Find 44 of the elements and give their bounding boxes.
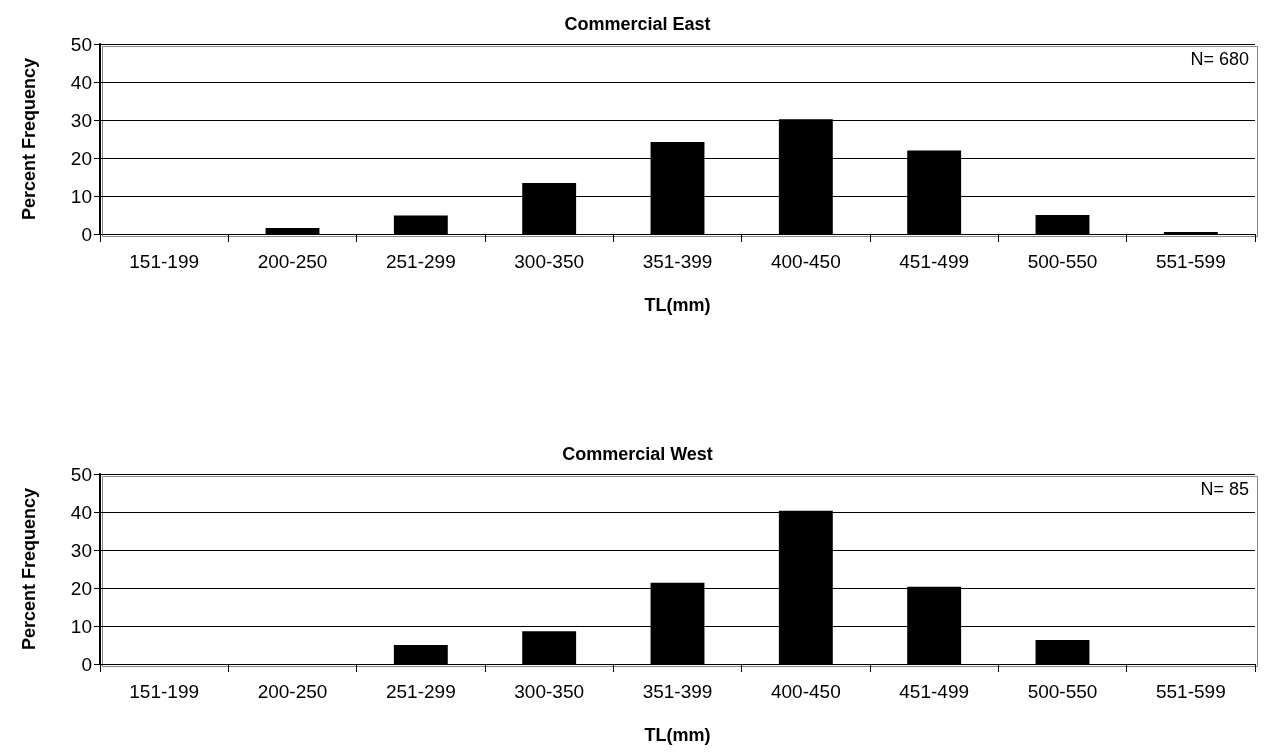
- x-tick-label: 300-350: [514, 681, 585, 702]
- y-tick-label: 50: [70, 463, 92, 485]
- annotation: N= 85: [1200, 479, 1250, 499]
- chart-title: Commercial East: [564, 14, 711, 34]
- x-tick-label: 400-450: [770, 681, 841, 702]
- x-tick-label: 251-299: [385, 251, 456, 272]
- y-tick-label: 10: [70, 615, 92, 637]
- bar: [393, 215, 448, 234]
- bar: [1035, 640, 1090, 664]
- y-tick-label: 40: [70, 501, 92, 523]
- y-tick-label: 50: [70, 33, 92, 55]
- x-tick-label: 151-199: [129, 251, 200, 272]
- x-tick-label: 500-550: [1027, 251, 1098, 272]
- y-tick-label: 30: [70, 539, 92, 561]
- chart-title: Commercial West: [562, 444, 713, 464]
- y-tick-label: 10: [70, 185, 92, 207]
- y-tick-label: 20: [70, 577, 92, 599]
- y-tick-label: 0: [81, 653, 92, 675]
- x-tick-label: 551-599: [1155, 251, 1226, 272]
- x-tick-label: 451-499: [899, 251, 970, 272]
- y-tick-label: 0: [81, 223, 92, 245]
- x-tick-label: 451-499: [899, 681, 970, 702]
- x-tick-label: 351-399: [642, 681, 713, 702]
- x-tick-label: 400-450: [770, 251, 841, 272]
- y-tick-label: 20: [70, 147, 92, 169]
- bar: [1035, 215, 1090, 234]
- x-tick-label: 351-399: [642, 251, 713, 272]
- bar: [522, 631, 577, 664]
- x-tick-label: 200-250: [257, 681, 328, 702]
- bar: [265, 227, 320, 234]
- y-axis-title: Percent Frequency: [19, 57, 39, 221]
- x-tick-label: 500-550: [1027, 681, 1098, 702]
- bar: [393, 645, 448, 664]
- x-axis-title: TL(mm): [644, 725, 711, 745]
- y-axis-title: Percent Frequency: [19, 487, 39, 651]
- x-axis-title: TL(mm): [644, 295, 711, 315]
- x-tick-label: 200-250: [257, 251, 328, 272]
- x-tick-label: 551-599: [1155, 681, 1226, 702]
- x-tick-label: 151-199: [129, 681, 200, 702]
- x-tick-label: 251-299: [385, 681, 456, 702]
- y-tick-label: 30: [70, 109, 92, 131]
- annotation: N= 680: [1190, 49, 1249, 69]
- x-tick-label: 300-350: [514, 251, 585, 272]
- y-tick-label: 40: [70, 71, 92, 93]
